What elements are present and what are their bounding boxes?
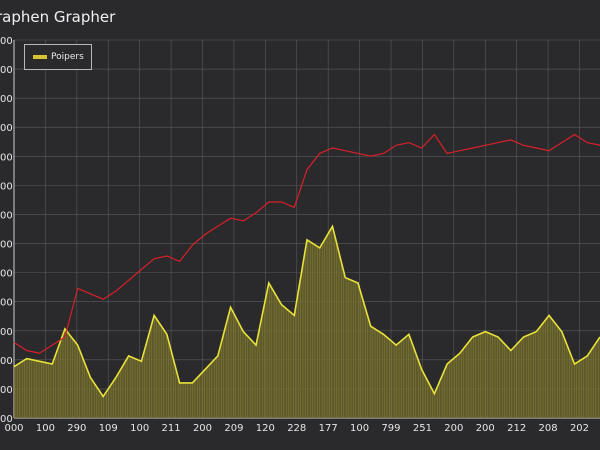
x-tick-label: 212	[507, 423, 526, 434]
x-tick-label: 177	[319, 423, 338, 434]
series-poipers-line	[13, 224, 600, 398]
y-tick-label: 00	[0, 65, 13, 76]
x-tick-label: 000	[4, 423, 23, 434]
y-tick-labels: 00 00 00 00 00 00 00 00 00 00 00 00 00 00	[0, 36, 13, 425]
y-tick-label: 00	[0, 298, 13, 309]
x-tick-label: 120	[256, 423, 275, 434]
legend-swatch	[33, 55, 47, 59]
y-tick-label: 00	[0, 94, 13, 105]
y-tick-label: 00	[0, 210, 13, 221]
x-tick-label: 109	[99, 423, 118, 434]
x-tick-label: 100	[130, 423, 149, 434]
legend-label: Poipers	[51, 52, 84, 62]
y-tick-label: 00	[0, 356, 13, 367]
series-poipers-area	[14, 226, 600, 418]
x-tick-label: 209	[224, 423, 243, 434]
x-tick-label: 208	[539, 423, 558, 434]
y-tick-label: 00	[0, 414, 13, 425]
y-tick-label: 00	[0, 269, 13, 280]
x-tick-label: 799	[381, 423, 400, 434]
x-tick-label: 251	[413, 423, 432, 434]
x-tick-label: 200	[476, 423, 495, 434]
x-tick-label: 100	[350, 423, 369, 434]
x-tick-label: 200	[193, 423, 212, 434]
x-tick-label: 211	[162, 423, 181, 434]
x-tick-label: 202	[570, 423, 589, 434]
y-tick-label: 00	[0, 240, 13, 251]
series-poipers-hatch	[14, 227, 599, 418]
x-tick-label: 200	[444, 423, 463, 434]
legend[interactable]: Poipers	[24, 44, 92, 70]
series-red-line	[13, 133, 600, 354]
x-tick-label: 228	[287, 423, 306, 434]
fill-layer	[14, 226, 600, 418]
y-tick-label: 00	[0, 181, 13, 192]
app-title: raphen Grapher	[0, 8, 116, 26]
series-layer	[13, 133, 600, 398]
y-tick-label: 00	[0, 327, 13, 338]
y-tick-label: 00	[0, 123, 13, 134]
y-tick-label: 00	[0, 385, 13, 396]
x-tick-label: 290	[67, 423, 86, 434]
x-tick-label: 100	[36, 423, 55, 434]
x-tick-labels: 000 100 290 109 100 211 200 209 120 228 177 100 799 2…	[4, 423, 589, 434]
y-tick-label: 00	[0, 36, 13, 47]
y-tick-label: 00	[0, 152, 13, 163]
